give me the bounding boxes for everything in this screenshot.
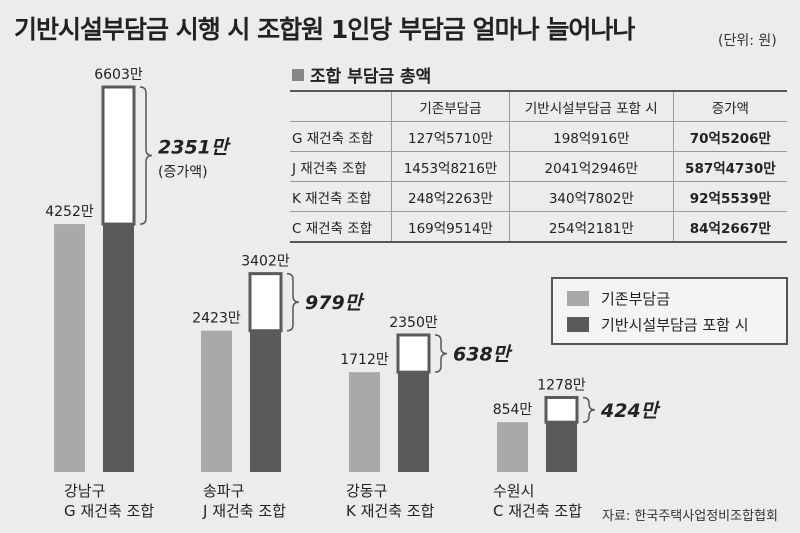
table-cell: C 재건축 조합: [290, 211, 393, 243]
table-cell: 248억2263만: [391, 181, 510, 212]
category-label: 송파구 J 재건축 조합: [203, 481, 286, 521]
bar-with-infra-label: 1278만: [537, 377, 586, 393]
increase-bracket: [139, 86, 153, 225]
source-note: 자료: 한국주택사업정비조합협회: [602, 509, 778, 524]
legend-label: 기존부담금: [601, 290, 671, 308]
increase-note: (증가액): [158, 165, 208, 181]
bar-increase-segment: [396, 333, 431, 374]
bar-increase-segment: [544, 395, 579, 424]
category-union: K 재건축 조합: [346, 502, 435, 520]
table-header-row: 기존부담금 기반시설부담금 포함 시 증가액: [290, 90, 787, 122]
bar-existing-label: 2423만: [192, 311, 241, 327]
bar-with-infra: [250, 330, 281, 472]
table-header: 기반시설부담금 포함 시: [509, 90, 674, 122]
legend-swatch: [567, 291, 589, 306]
bar-with-infra: [546, 422, 577, 472]
bar-existing: [497, 422, 528, 472]
category-label: 강동구 K 재건축 조합: [346, 481, 434, 521]
increase-label: 638만: [453, 344, 513, 366]
table-row: K 재건축 조합 248억2263만 340억7802만 92억5539만: [290, 181, 787, 212]
table-header: 기존부담금: [391, 90, 510, 122]
category-region: 강남구: [64, 482, 106, 500]
increase-bracket: [434, 334, 448, 373]
table-header: 증가액: [673, 90, 787, 122]
bar-with-infra: [398, 372, 429, 472]
bar-increase-segment: [248, 272, 283, 333]
bar-increase-segment: [101, 85, 136, 226]
bar-existing-label: 854만: [493, 402, 533, 418]
bar-existing: [349, 372, 380, 472]
page-title: 기반시설부담금 시행 시 조합원 1인당 부담금 얼마나 늘어나나: [14, 15, 635, 44]
category-region: 수원시: [493, 482, 535, 500]
table-row: C 재건축 조합 169억9514만 254억2181만 84억2667만: [290, 211, 787, 243]
legend-label: 기반시설부담금 포함 시: [601, 316, 749, 334]
table-cell: 1453억8216만: [391, 151, 510, 182]
category-union: J 재건축 조합: [203, 502, 286, 520]
table-cell: 169억9514만: [391, 211, 510, 243]
increase-bracket: [582, 396, 596, 423]
increase-bracket: [286, 272, 300, 332]
table-cell: 587억4730만: [673, 151, 787, 182]
table-row: J 재건축 조합 1453억8216만 2041억2946만 587억4730만: [290, 151, 787, 182]
legend: 기존부담금 기반시설부담금 포함 시: [551, 277, 788, 345]
bar-with-infra-label: 6603만: [94, 67, 143, 83]
table-title: 조합 부담금 총액: [292, 62, 431, 87]
bar-existing: [201, 330, 232, 472]
legend-swatch: [567, 317, 589, 332]
increase-label: 979만: [305, 292, 365, 314]
table-cell: G 재건축 조합: [290, 121, 393, 152]
increase-label: 2351만: [158, 137, 231, 159]
table-cell: 127억5710만: [391, 121, 510, 152]
bar-existing: [54, 224, 85, 472]
bar-with-infra: [103, 224, 134, 472]
table-cell: 84억2667만: [673, 211, 787, 243]
square-bullet-icon: [292, 69, 304, 81]
category-label: 강남구 G 재건축 조합: [64, 481, 154, 521]
table-cell: 254억2181만: [509, 211, 674, 243]
table-cell: 92억5539만: [673, 181, 787, 212]
category-union: G 재건축 조합: [64, 502, 155, 520]
category-region: 송파구: [203, 482, 245, 500]
unit-note: (단위: 원): [718, 33, 777, 49]
table-row: G 재건축 조합 127억5710만 198억916만 70억5206만: [290, 121, 787, 152]
bar-with-infra-label: 3402만: [241, 254, 290, 270]
bar-existing-label: 4252만: [45, 204, 94, 220]
legend-item-with-infra: 기반시설부담금 포함 시: [567, 314, 749, 334]
table-cell: 198억916만: [509, 121, 674, 152]
table-cell: J 재건축 조합: [290, 151, 393, 182]
bar-existing-label: 1712만: [340, 352, 389, 368]
table-cell: 70억5206만: [673, 121, 787, 152]
category-union: C 재건축 조합: [493, 502, 583, 520]
table-cell: 340억7802만: [509, 181, 674, 212]
category-region: 강동구: [346, 482, 388, 500]
table-title-text: 조합 부담금 총액: [310, 67, 432, 87]
category-label: 수원시 C 재건축 조합: [493, 481, 582, 521]
table-header: [290, 90, 393, 122]
increase-label: 424만: [600, 400, 661, 422]
legend-item-existing: 기존부담금: [567, 288, 670, 308]
bar-with-infra-label: 2350만: [389, 315, 438, 331]
table-cell: K 재건축 조합: [290, 181, 393, 212]
summary-table: 기존부담금 기반시설부담금 포함 시 증가액 G 재건축 조합 127억5710…: [290, 90, 787, 243]
table-cell: 2041억2946만: [509, 151, 674, 182]
